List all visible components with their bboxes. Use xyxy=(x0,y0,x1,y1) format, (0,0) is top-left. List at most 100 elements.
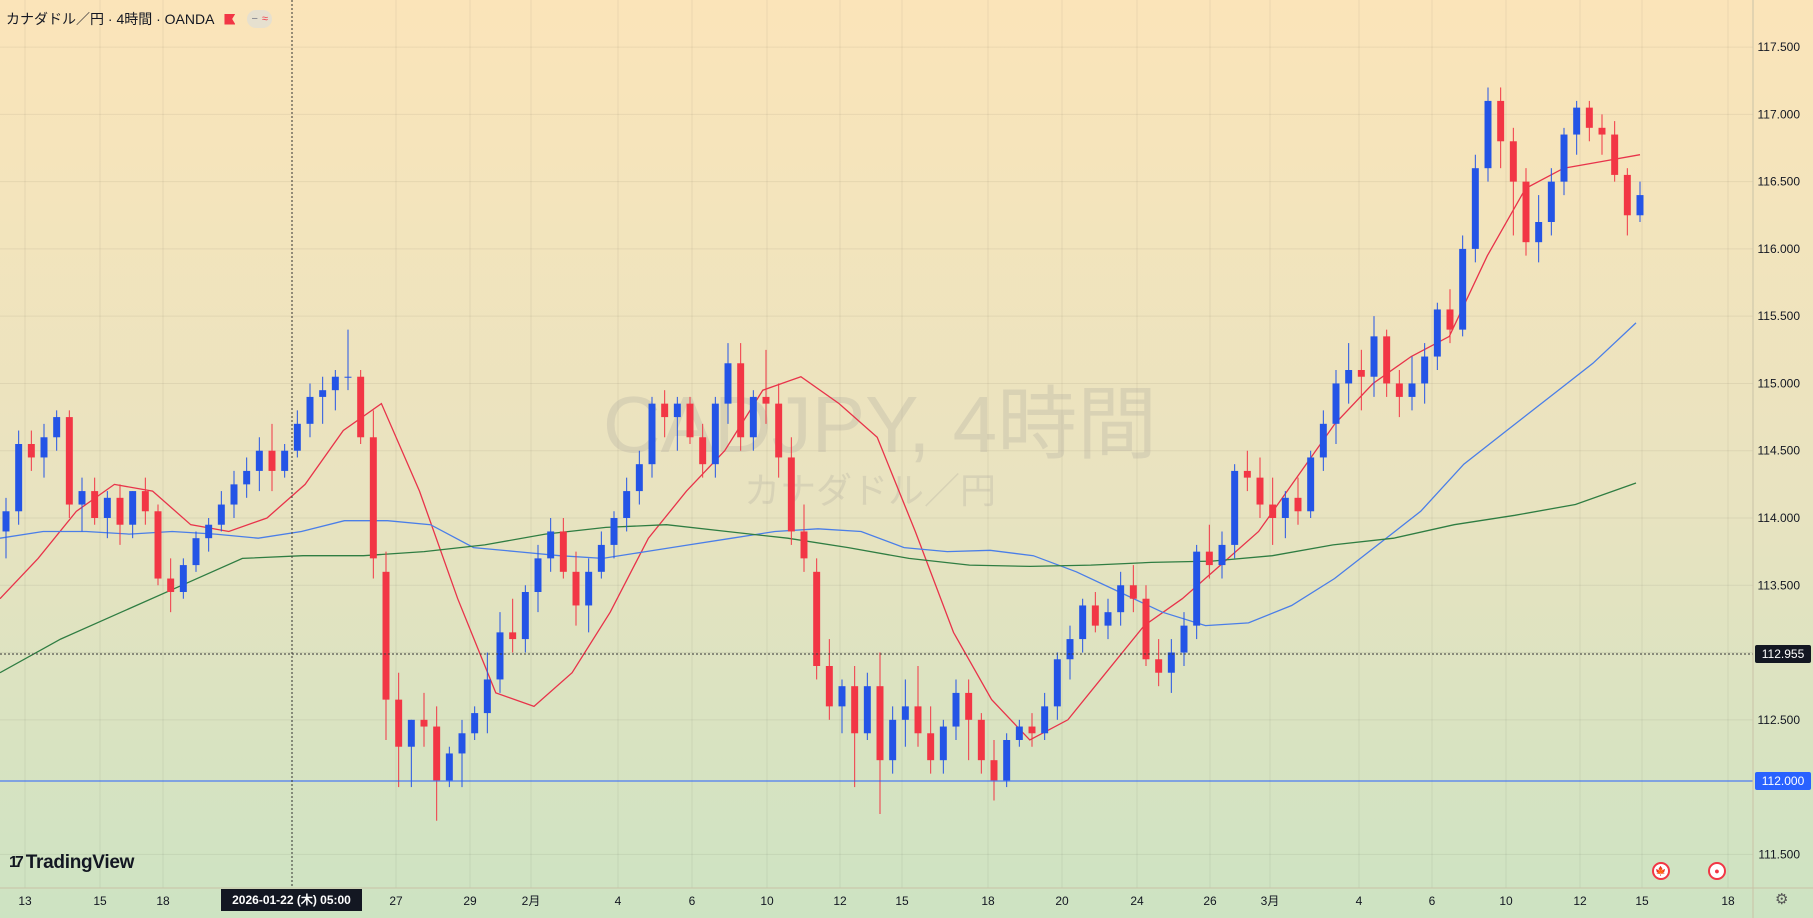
candle xyxy=(699,423,707,478)
candle xyxy=(889,706,897,774)
candle-body xyxy=(369,437,377,559)
candle xyxy=(1015,719,1023,747)
y-tick-label: 117.500 xyxy=(1758,40,1801,54)
candle-body xyxy=(699,437,707,465)
candle-body xyxy=(1041,706,1049,734)
candle-body xyxy=(661,403,669,418)
candle-body xyxy=(762,396,770,404)
candle-body xyxy=(192,538,200,566)
candle xyxy=(167,558,175,613)
x-tick-label: 15 xyxy=(1635,894,1649,908)
candle xyxy=(1180,612,1188,666)
candle xyxy=(1636,181,1644,222)
hline-price-label[interactable]: 112.000 xyxy=(1755,772,1811,790)
candle-body xyxy=(1066,639,1074,660)
candle-body xyxy=(1180,625,1188,653)
candle xyxy=(217,491,225,532)
candle-body xyxy=(1142,598,1150,660)
candle-body xyxy=(1243,470,1251,478)
candle-body xyxy=(939,726,947,761)
candle-body xyxy=(281,450,289,471)
candle-body xyxy=(91,491,99,518)
x-tick-label: 10 xyxy=(760,894,774,908)
candle xyxy=(521,585,529,653)
ma-line xyxy=(0,322,1637,627)
candle-body xyxy=(965,692,973,720)
tradingview-logo[interactable]: 17 TradingView xyxy=(9,852,134,874)
x-tick-label: 3月 xyxy=(1261,894,1280,908)
tradingview-mark-icon: 17 xyxy=(9,854,24,871)
candle xyxy=(65,410,73,518)
candle xyxy=(357,370,365,444)
ma-line xyxy=(0,154,1641,741)
candle xyxy=(483,652,491,734)
candle-body xyxy=(1560,134,1568,182)
candle xyxy=(281,444,289,478)
candle-body xyxy=(1117,585,1125,613)
candle-body xyxy=(521,592,529,640)
candle xyxy=(1560,127,1568,196)
y-tick-label: 112.500 xyxy=(1758,713,1801,727)
candle xyxy=(192,531,200,572)
candle xyxy=(268,423,276,492)
candle-body xyxy=(547,531,555,559)
candle-body xyxy=(293,423,301,451)
candle xyxy=(1104,598,1112,640)
candle-body xyxy=(1053,659,1061,707)
candle xyxy=(661,390,669,438)
candle xyxy=(293,410,301,458)
candle xyxy=(1585,100,1593,142)
candle-body xyxy=(1497,100,1505,142)
candle xyxy=(977,713,985,774)
candle xyxy=(1256,457,1264,518)
candle xyxy=(1091,592,1099,633)
x-tick-label: 20 xyxy=(1055,894,1069,908)
record-event-icon[interactable]: ● xyxy=(1708,862,1726,880)
candle-body xyxy=(1573,107,1581,135)
y-tick-label: 111.500 xyxy=(1758,847,1800,861)
candle-body xyxy=(458,733,466,754)
candle xyxy=(1433,302,1441,370)
candle-body xyxy=(977,719,985,761)
y-tick-label: 116.500 xyxy=(1758,175,1801,189)
x-tick-label: 18 xyxy=(981,894,995,908)
candle-body xyxy=(154,511,162,579)
wave-icon[interactable]: ≈ xyxy=(261,13,268,25)
candle-body xyxy=(268,450,276,471)
candle xyxy=(749,390,757,451)
candle xyxy=(395,672,403,788)
time-axis: 13 15 18 27 29 2月 4 6 10 12 15 18 20 24 26 3月 4 6 10 12 15 18 xyxy=(18,894,1735,908)
candle-body xyxy=(1294,497,1302,512)
watermark-name: カナダドル／円 xyxy=(744,470,996,511)
candle-body xyxy=(800,531,808,559)
candle-body xyxy=(686,403,694,438)
candle xyxy=(1598,114,1606,155)
crosshair-time-label: 2026-01-22 (木) 05:00 xyxy=(221,889,362,911)
candle-body xyxy=(1205,551,1213,566)
candle-body xyxy=(1104,612,1112,626)
gear-icon[interactable]: ⚙ xyxy=(1775,891,1789,908)
symbol-legend[interactable]: カナダドル／円 · 4時間 · OANDA − ≈ xyxy=(6,9,272,29)
candle xyxy=(863,672,871,740)
candle xyxy=(91,477,99,525)
candle-body xyxy=(1193,551,1201,626)
candle-body xyxy=(711,403,719,465)
candle-body xyxy=(344,376,352,378)
candle xyxy=(2,497,10,559)
candle xyxy=(1459,235,1467,337)
candle xyxy=(179,558,187,599)
candle xyxy=(901,679,909,747)
moving-averages xyxy=(0,154,1641,741)
canada-event-icon[interactable]: 🍁 xyxy=(1652,862,1670,880)
candle xyxy=(711,396,719,478)
candle xyxy=(762,349,770,424)
indicator-toggle[interactable]: − ≈ xyxy=(247,10,272,28)
candle xyxy=(547,518,555,572)
candle-body xyxy=(1421,356,1429,384)
minus-icon[interactable]: − xyxy=(251,13,258,25)
candle xyxy=(1028,713,1036,747)
candle-body xyxy=(243,470,251,485)
candle xyxy=(838,679,846,734)
candle xyxy=(205,518,213,552)
